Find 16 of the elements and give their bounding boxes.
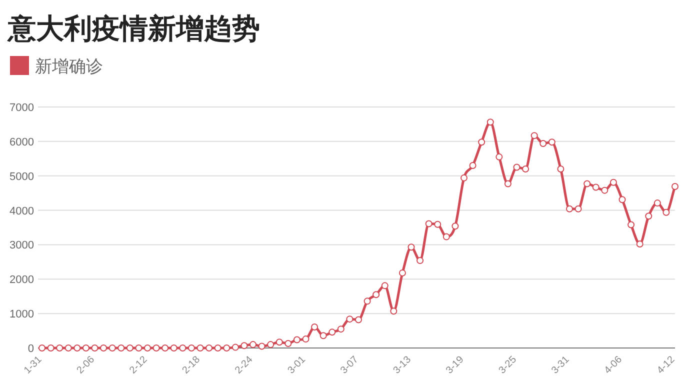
x-tick-label: 4-06 [602,354,625,376]
y-tick-label: 0 [28,343,34,355]
chart-title: 意大利疫情新增趋势 [6,13,260,44]
x-tick-label: 4-12 [655,354,678,376]
y-tick-label: 6000 [10,136,34,148]
y-tick-label: 2000 [10,274,34,286]
x-tick-label: 3-31 [550,354,572,376]
y-tick-label: 7000 [10,102,34,114]
y-tick-label: 5000 [10,170,34,183]
legend-item: 新增确诊 [10,56,103,76]
x-tick-label: 3-01 [286,354,308,376]
x-tick-label: 1-31 [22,354,44,376]
legend-label: 新增确诊 [35,57,103,76]
y-tick-label: 4000 [10,205,34,218]
y-tick-label: 3000 [10,240,34,252]
y-tick-label: 1000 [10,308,34,321]
